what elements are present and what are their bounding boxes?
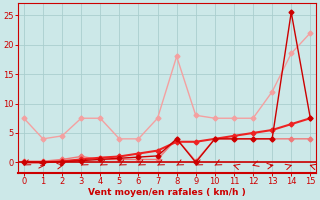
X-axis label: Vent moyen/en rafales ( km/h ): Vent moyen/en rafales ( km/h ) xyxy=(88,188,246,197)
